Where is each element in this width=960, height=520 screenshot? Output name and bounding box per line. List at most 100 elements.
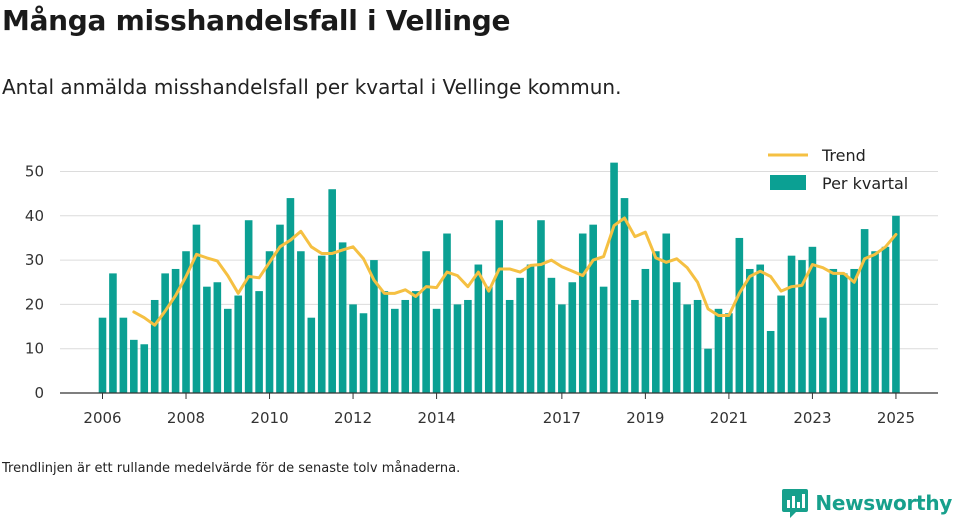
bar — [641, 268, 650, 393]
bar — [683, 304, 691, 393]
bar — [881, 246, 890, 393]
bar — [558, 304, 566, 393]
bar — [672, 282, 681, 393]
bar — [171, 268, 180, 393]
x-tick-label: 2021 — [710, 409, 748, 427]
bar — [192, 224, 201, 393]
bar — [140, 344, 149, 393]
bar — [662, 233, 671, 393]
legend-trend-label: Trend — [821, 146, 866, 165]
bar — [850, 268, 858, 393]
bar — [464, 299, 472, 393]
bar — [631, 299, 639, 393]
bar — [484, 286, 493, 393]
x-tick-label: 2008 — [167, 409, 205, 427]
bar — [297, 251, 305, 393]
x-tick-label: 2014 — [417, 409, 455, 427]
trend-group — [132, 216, 898, 327]
bar — [213, 282, 222, 393]
bar — [620, 198, 629, 393]
bar — [725, 313, 733, 393]
bars-group — [98, 162, 900, 393]
y-axis-ticks: 0 10 20 30 40 50 — [25, 163, 44, 403]
bar — [109, 273, 117, 393]
chart-title: Många misshandelsfall i Vellinge — [2, 4, 511, 37]
bar — [787, 255, 796, 393]
y-tick-label: 30 — [25, 251, 44, 269]
bar — [432, 308, 441, 393]
bar — [693, 299, 702, 393]
bar — [203, 286, 211, 393]
bar — [610, 162, 618, 393]
bar — [819, 317, 827, 393]
bar — [182, 251, 190, 393]
bar — [589, 224, 597, 393]
bar — [265, 251, 274, 393]
bar — [578, 233, 587, 393]
bar — [223, 308, 232, 393]
y-tick-label: 40 — [25, 207, 44, 225]
chart-subtitle: Antal anmälda misshandelsfall per kvarta… — [2, 75, 622, 99]
x-tick-label: 2010 — [250, 409, 288, 427]
bar — [328, 189, 336, 393]
x-tick-label: 2012 — [334, 409, 372, 427]
x-tick-label: 2025 — [877, 409, 915, 427]
bar — [130, 339, 138, 393]
bar — [359, 313, 368, 393]
bar — [516, 277, 524, 393]
bar — [317, 255, 326, 393]
bar — [401, 299, 410, 393]
newsworthy-logo-icon — [782, 489, 809, 518]
bar — [547, 277, 556, 393]
brand-name: Newsworthy — [815, 491, 952, 515]
x-tick-label: 2023 — [793, 409, 831, 427]
bar — [98, 317, 107, 393]
bar — [892, 215, 900, 393]
bar — [568, 282, 577, 393]
bar — [871, 251, 879, 393]
bar — [161, 273, 169, 393]
bar — [495, 220, 504, 393]
y-tick-label: 0 — [34, 384, 44, 402]
trend-line — [132, 216, 898, 327]
chart-svg: 0 10 20 30 40 50 2006 2008 2010 2012 2014 2017 2019… — [25, 146, 938, 427]
bar — [422, 251, 430, 393]
x-tick-label: 2017 — [543, 409, 581, 427]
bar — [599, 286, 608, 393]
bar — [244, 220, 253, 393]
bar — [798, 260, 806, 393]
x-axis-ticks: 2006 2008 2010 2012 2014 2017 2019 2021 2023 2025 — [83, 393, 915, 427]
bar — [756, 264, 765, 393]
bar — [537, 220, 545, 393]
brand-logo[interactable]: Newsworthy — [781, 486, 952, 520]
bar — [443, 233, 451, 393]
bar — [829, 268, 838, 393]
bar — [714, 308, 723, 393]
bar — [119, 317, 128, 393]
bar — [150, 299, 159, 393]
y-tick-label: 20 — [25, 295, 44, 313]
bar — [839, 273, 848, 393]
bar — [745, 268, 754, 393]
bar — [735, 237, 744, 393]
legend: Trend Per kvartal — [768, 146, 908, 193]
bar — [777, 295, 785, 393]
bar — [234, 295, 243, 393]
x-tick-label: 2019 — [626, 409, 664, 427]
bar — [704, 348, 712, 393]
x-tick-label: 2006 — [83, 409, 121, 427]
bar — [808, 246, 817, 393]
bar — [505, 299, 514, 393]
bar — [652, 251, 660, 393]
bar — [453, 304, 462, 393]
legend-bar-label: Per kvartal — [822, 174, 908, 193]
y-tick-label: 50 — [25, 163, 44, 181]
bar — [766, 330, 775, 393]
bar — [276, 224, 284, 393]
legend-bar-swatch — [770, 175, 806, 190]
y-tick-label: 10 — [25, 340, 44, 358]
bar — [307, 317, 316, 393]
bar — [860, 229, 869, 393]
bar — [286, 198, 295, 393]
bar — [349, 304, 357, 393]
